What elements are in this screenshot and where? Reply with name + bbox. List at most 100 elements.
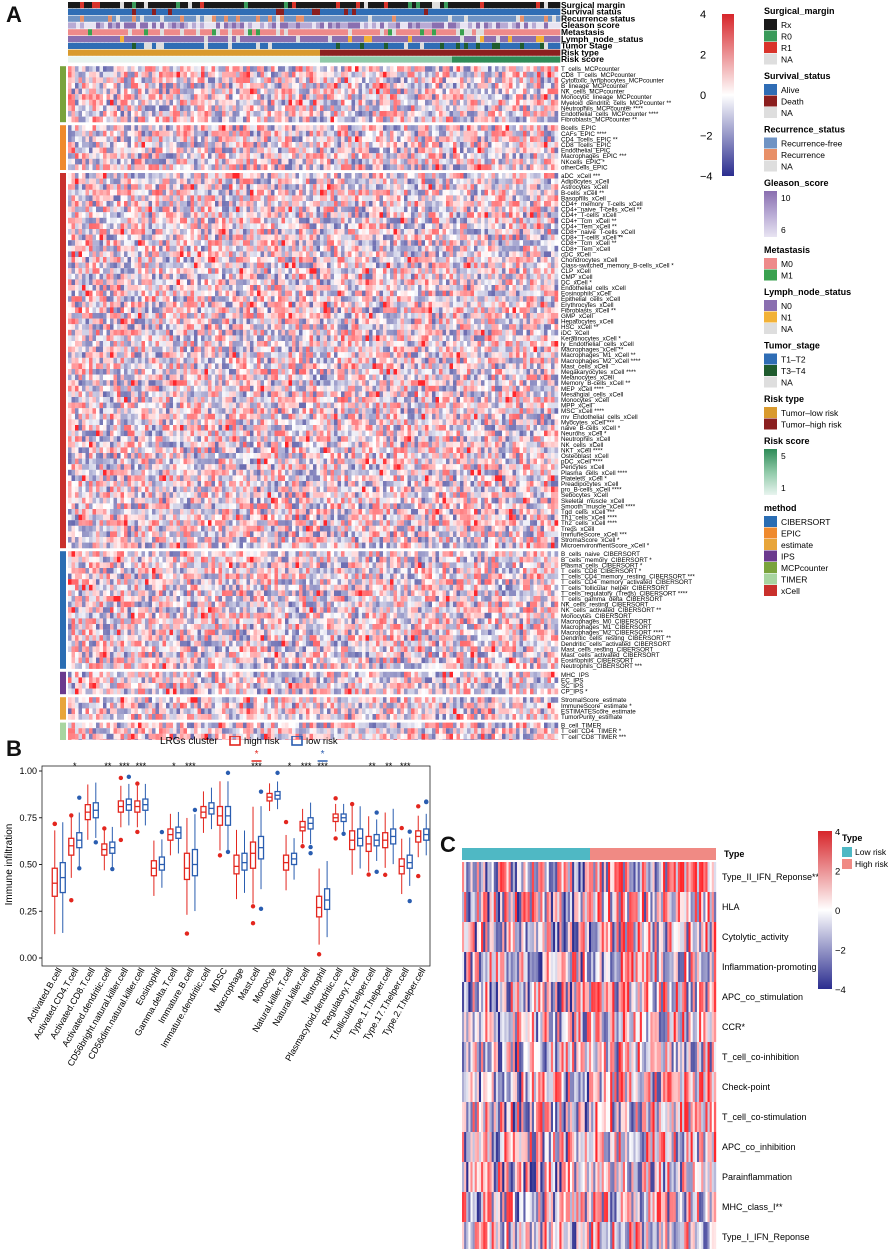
heatmap-cell: [344, 178, 349, 185]
heatmap-cell: [292, 173, 296, 179]
heatmap-cell: [418, 164, 422, 171]
heatmap-cell: [456, 206, 461, 213]
heatmap-cell: [365, 158, 370, 165]
heatmap-cell: [162, 88, 167, 95]
annotation-cell: [332, 49, 337, 56]
heatmap-cell: [369, 136, 373, 143]
annotation-cell: [504, 15, 509, 22]
heatmap-cell: [162, 111, 167, 117]
heatmap-cell: [491, 66, 496, 72]
heatmap-cell: [323, 71, 328, 78]
annotation-cell: [152, 8, 157, 15]
heatmap-cell: [71, 189, 76, 196]
annotation-cell: [552, 56, 557, 63]
heatmap-cell: [267, 88, 272, 95]
annotation-cell: [380, 2, 385, 9]
heatmap-cell: [243, 206, 247, 213]
annotation-cell: [452, 29, 457, 36]
annotation-cell: [436, 8, 441, 15]
heatmap-cell: [211, 158, 216, 165]
annotation-cell: [144, 42, 149, 49]
heatmap-cell: [75, 116, 79, 123]
heatmap-cell: [82, 116, 86, 123]
heatmap-cell: [453, 164, 457, 171]
heatmap-cell: [127, 71, 132, 78]
heatmap-cell: [467, 153, 471, 159]
annotation-cell: [320, 8, 325, 15]
annotation-cell: [200, 8, 205, 15]
heatmap-cell: [274, 66, 279, 72]
heatmap-cell: [379, 130, 384, 137]
annotation-cell: [152, 22, 157, 29]
heatmap-cell: [348, 217, 352, 224]
heatmap-cell: [376, 153, 380, 159]
heatmap-cell: [386, 142, 391, 148]
heatmap-cell: [250, 184, 254, 190]
heatmap-cell: [456, 116, 461, 123]
heatmap-cell: [418, 147, 422, 154]
heatmap-cell: [278, 88, 282, 95]
annotation-cell: [116, 15, 121, 22]
heatmap-cell: [383, 173, 387, 179]
heatmap-cell: [152, 212, 156, 218]
annotation-cell: [312, 29, 317, 36]
heatmap-cell: [341, 136, 345, 143]
heatmap-cell: [400, 71, 405, 78]
heatmap-cell: [502, 212, 506, 218]
heatmap-cell: [285, 147, 289, 154]
heatmap-cell: [432, 178, 436, 185]
heatmap-cell: [537, 130, 541, 137]
annotation-cell: [432, 2, 437, 9]
heatmap-cell: [155, 206, 160, 213]
heatmap-cell: [498, 94, 503, 100]
heatmap-cell: [211, 201, 216, 207]
heatmap-cell: [407, 158, 412, 165]
heatmap-cell: [495, 99, 499, 106]
heatmap-cell: [372, 195, 377, 202]
heatmap-cell: [327, 71, 331, 78]
heatmap-cell: [348, 99, 352, 106]
heatmap-cell: [551, 147, 555, 154]
heatmap-cell: [218, 158, 223, 165]
heatmap-cell: [442, 66, 447, 72]
heatmap-cell: [222, 136, 226, 143]
heatmap-cell: [82, 66, 86, 72]
heatmap-cell: [201, 136, 205, 143]
annotation-cell: [556, 36, 561, 43]
annotation-cell: [136, 42, 141, 49]
heatmap-cell: [491, 212, 496, 218]
heatmap-cell: [148, 130, 153, 137]
heatmap-cell: [299, 83, 303, 89]
annotation-cell: [236, 2, 241, 9]
annotation-cell: [548, 22, 553, 29]
heatmap-cell: [372, 83, 377, 89]
heatmap-cell: [152, 136, 156, 143]
heatmap-cell: [362, 88, 366, 95]
annotation-cell: [268, 22, 273, 29]
heatmap-cell: [166, 189, 170, 196]
heatmap-cell: [376, 83, 380, 89]
heatmap-cell: [474, 116, 478, 123]
heatmap-cell: [285, 71, 289, 78]
heatmap-cell: [512, 158, 517, 165]
annotation-cell: [276, 42, 281, 49]
heatmap-cell: [502, 158, 506, 165]
heatmap-cell: [446, 153, 450, 159]
heatmap-cell: [302, 158, 307, 165]
heatmap-cell: [491, 184, 496, 190]
heatmap-cell: [372, 153, 377, 159]
heatmap-cell: [397, 88, 401, 95]
heatmap-cell: [302, 77, 307, 84]
heatmap-cell: [439, 153, 443, 159]
heatmap-cell: [453, 125, 457, 131]
heatmap-cell: [358, 147, 363, 154]
heatmap-cell: [369, 184, 373, 190]
annotation-cell: [524, 2, 529, 9]
annotation-cell: [132, 15, 137, 22]
heatmap-cell: [155, 116, 160, 123]
heatmap-cell: [456, 111, 461, 117]
heatmap-cell: [204, 189, 209, 196]
heatmap-cell: [253, 158, 258, 165]
annotation-cell: [348, 15, 353, 22]
heatmap-cell: [386, 105, 391, 112]
